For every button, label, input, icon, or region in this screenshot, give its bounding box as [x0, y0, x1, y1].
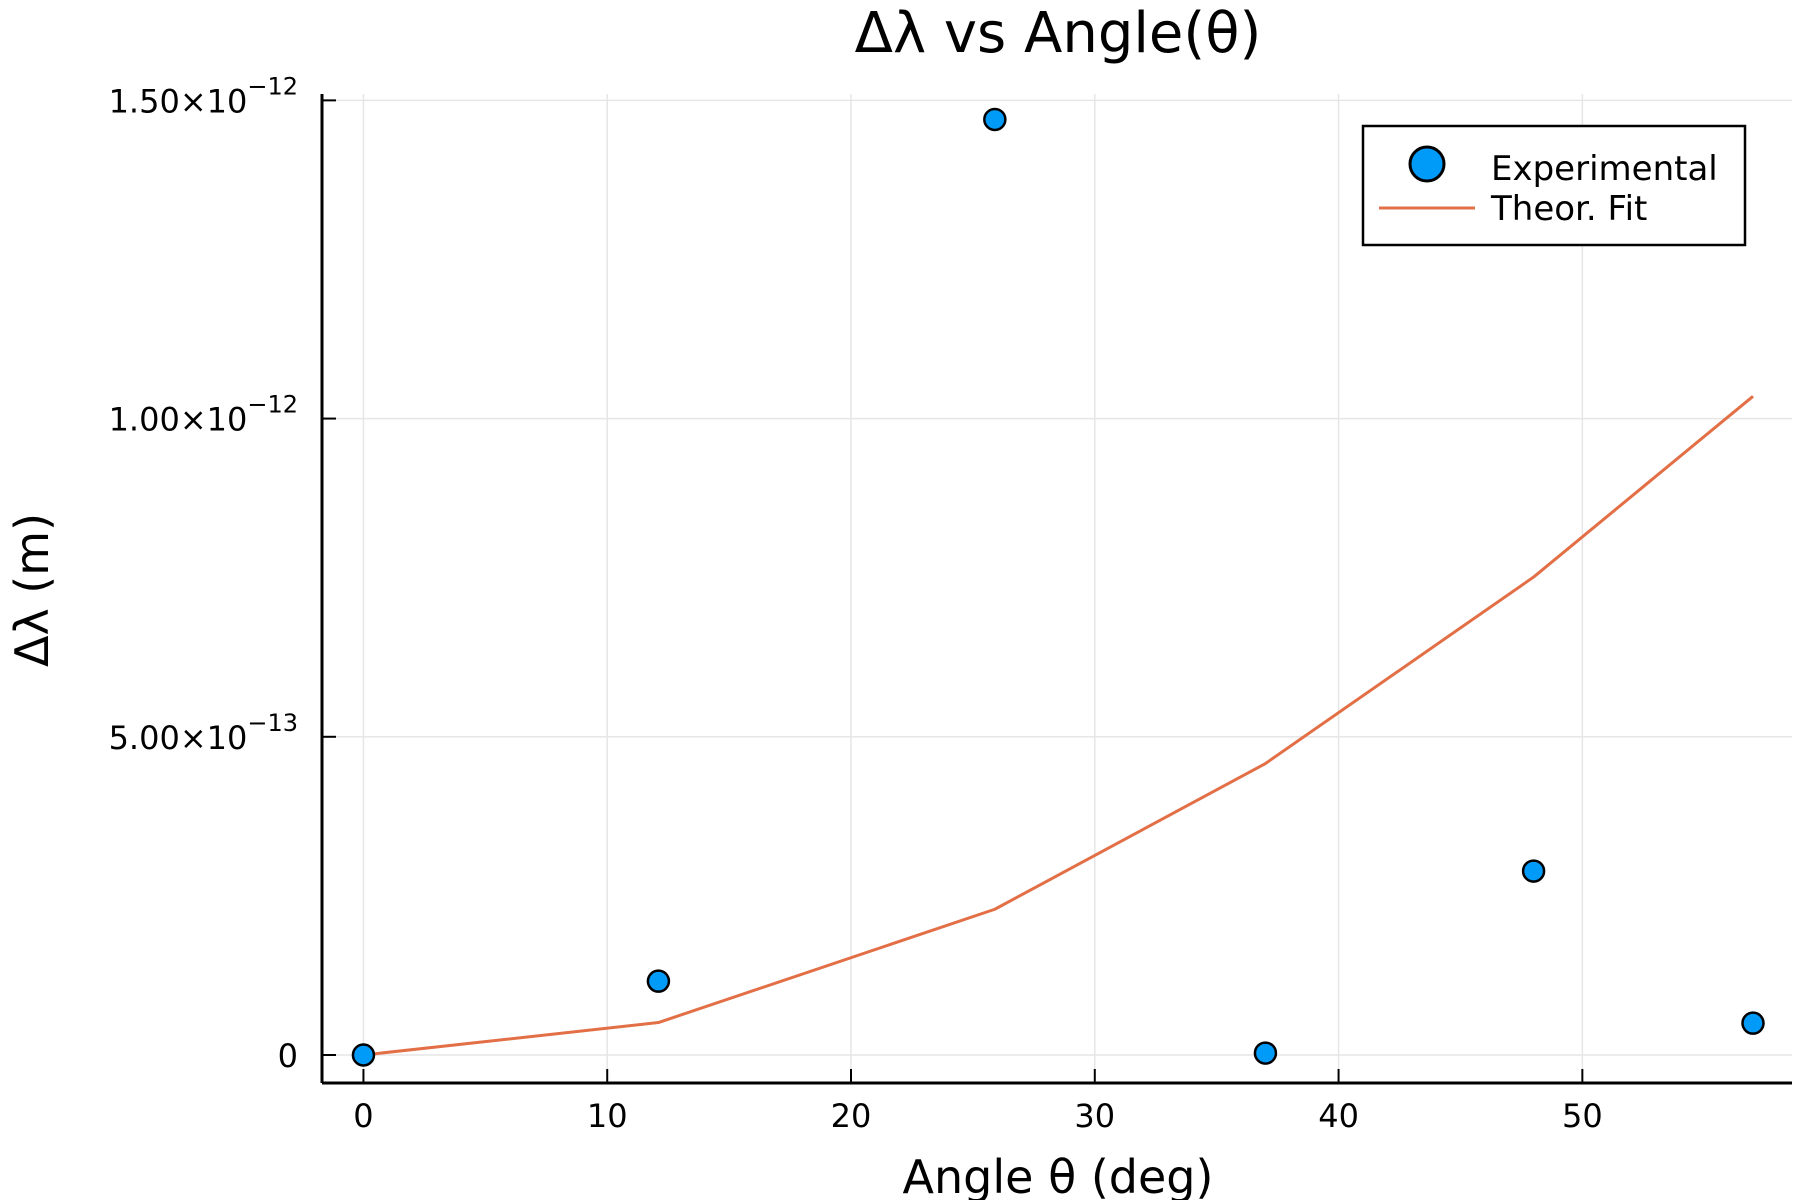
y-tick-exponent: −12 [247, 391, 298, 419]
y-tick-mantissa: 0 [278, 1037, 298, 1075]
y-tick-label: 0 [278, 1037, 298, 1075]
legend-marker-experimental [1408, 145, 1446, 183]
y-tick-mantissa: 1.00×10 [109, 401, 248, 439]
axes [320, 94, 1792, 1085]
legend-label: Theor. Fit [1490, 189, 1647, 229]
data-point [1253, 1041, 1278, 1065]
y-tick-label: 5.00×10−13 [109, 709, 298, 757]
ticks: 0 10 20 30 40 5005.00×10−131.00×10−121.50×10−… [109, 72, 1603, 1135]
y-tick-mantissa: 5.00×10 [109, 719, 248, 757]
y-tick-exponent: −12 [247, 72, 298, 100]
x-tick-label: 20 [831, 1097, 872, 1135]
x-tick-label: 0 [353, 1097, 373, 1135]
y-axis-label: Δλ (m) [5, 513, 59, 667]
chart-title: Δλ vs Angle(θ) [855, 1, 1262, 66]
x-tick-label: 30 [1074, 1097, 1115, 1135]
x-tick-label: 50 [1562, 1097, 1603, 1135]
grid [322, 94, 1792, 1083]
series [351, 107, 1765, 1067]
legend-label: Experimental [1491, 149, 1718, 189]
y-tick-mantissa: 1.50×10 [109, 82, 248, 120]
data-point [646, 969, 671, 993]
series-line-theor-fit [363, 395, 1754, 1057]
y-tick-exponent: −13 [247, 709, 298, 737]
data-point [351, 1043, 376, 1067]
data-point [1741, 1011, 1765, 1035]
x-tick-label: 10 [587, 1097, 628, 1135]
data-point [983, 107, 1007, 132]
y-tick-label: 1.50×10−12 [109, 72, 298, 120]
y-tick-label: 1.00×10−12 [109, 391, 298, 439]
x-tick-label: 40 [1318, 1097, 1359, 1135]
data-point [1521, 859, 1546, 883]
x-axis-label: Angle θ (deg) [903, 1150, 1214, 1200]
